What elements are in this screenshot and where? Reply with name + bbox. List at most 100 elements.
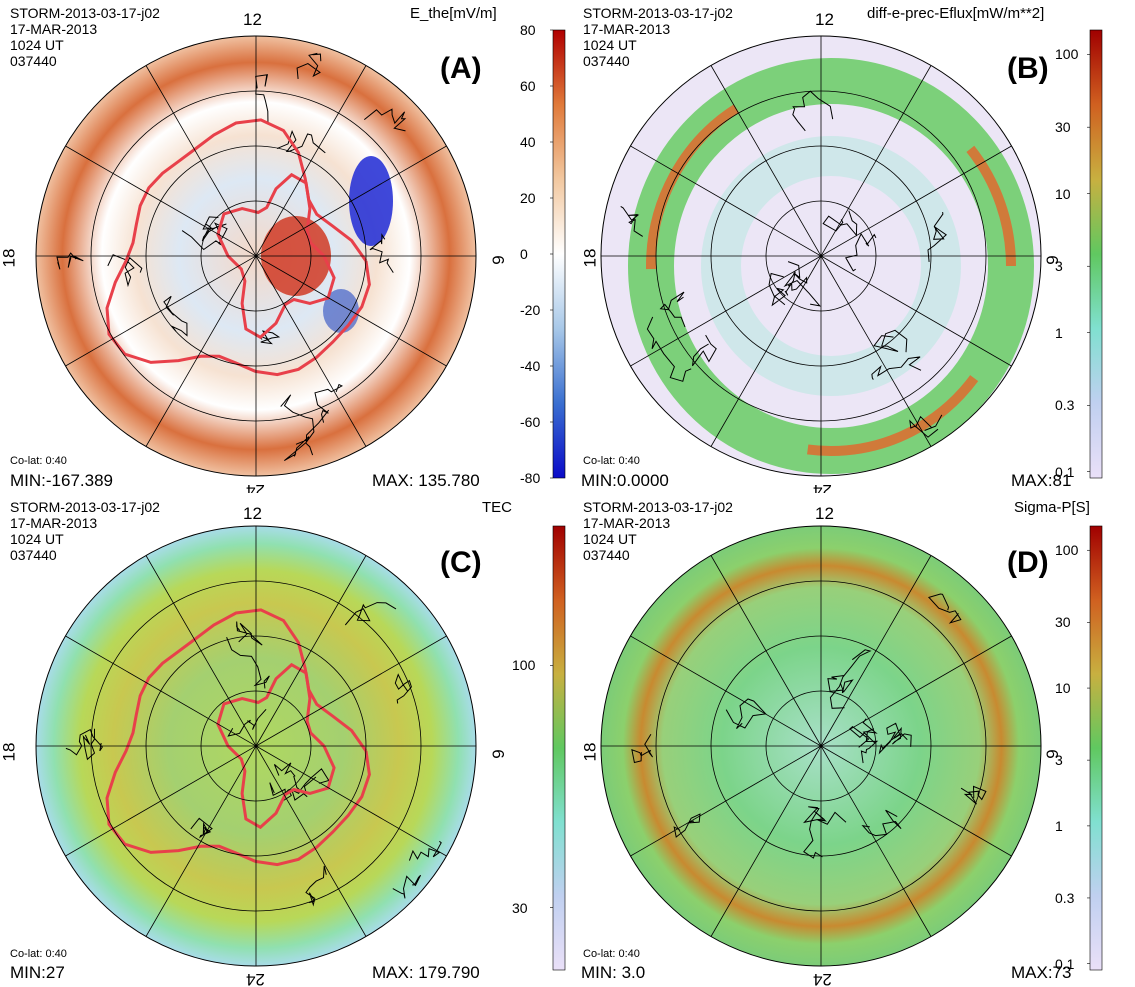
mlt-spoke — [630, 255, 822, 367]
mlt-spoke — [65, 145, 257, 257]
panel-d: STORM-2013-03-17-j02 17-MAR-2013 1024 UT… — [567, 494, 1134, 987]
mlt-spoke — [630, 635, 822, 747]
panel-label: (B) — [1007, 52, 1049, 85]
mlt-spoke — [255, 65, 367, 257]
step: 037440 — [10, 53, 57, 69]
max-value: MAX: 179.790 — [372, 963, 480, 982]
mlt-spoke — [630, 745, 822, 857]
max-value: MAX:81 — [1011, 471, 1072, 490]
polar-plot-d — [600, 525, 1103, 971]
convection-contour — [105, 118, 371, 377]
colorbar-tick-label: 1 — [1055, 817, 1063, 834]
coastline — [65, 602, 442, 907]
mlt-spoke — [820, 65, 932, 257]
panel-header: STORM-2013-03-17-j02 17-MAR-2013 1024 UT… — [10, 499, 160, 563]
auroral-peak — [646, 76, 1016, 456]
polar-plot-a — [35, 29, 566, 479]
colat-note: Co-lat: 0:40 — [10, 948, 67, 960]
colorbar-tick-label: 30 — [512, 899, 528, 916]
mlt-spoke — [710, 255, 822, 447]
mlt-spoke — [710, 745, 822, 937]
colorbar-tick-label: 1 — [1055, 324, 1063, 341]
colorbar-tick-label: 60 — [520, 78, 536, 94]
colorbar-tick-label: 10 — [1055, 680, 1071, 697]
colorbar-tick-label: 0.3 — [1055, 889, 1075, 906]
date: 17-MAR-2013 — [583, 515, 671, 531]
mlt-spoke — [630, 145, 822, 257]
colorbar-tick-label: 100 — [512, 657, 536, 674]
mlt-spoke — [255, 255, 447, 367]
time: 1024 UT — [583, 37, 637, 53]
step: 037440 — [583, 547, 630, 563]
time: 1024 UT — [10, 37, 64, 53]
mlt-spoke — [820, 555, 932, 747]
colorbar-tick-label: -80 — [520, 470, 541, 486]
mlt-spoke — [145, 555, 257, 747]
panel-label: (A) — [440, 52, 482, 85]
field-blob — [349, 156, 393, 246]
panel-header: STORM-2013-03-17-j02 17-MAR-2013 1024 UT… — [10, 5, 160, 69]
date: 17-MAR-2013 — [10, 21, 98, 37]
polar-plot-b — [600, 29, 1103, 479]
colorbar-tick-label: 100 — [1055, 542, 1079, 559]
colorbar-tick-label: 40 — [520, 134, 536, 150]
mlt-top-label: 12 — [815, 504, 834, 523]
mlt-bottom-label: 24 — [246, 481, 265, 493]
panel-label: (D) — [1007, 546, 1049, 579]
colorbar — [552, 29, 566, 479]
colorbar-tick-label: 3 — [1055, 258, 1063, 275]
mlt-spoke — [710, 555, 822, 747]
mlt-spoke — [65, 745, 257, 857]
mlt-spoke — [255, 555, 367, 747]
colorbar-tick-label: -40 — [520, 358, 541, 374]
max-value: MAX:73 — [1011, 963, 1072, 982]
colat-note: Co-lat: 0:40 — [583, 455, 640, 467]
mlt-spoke — [145, 255, 257, 447]
mlt-spoke — [255, 255, 367, 447]
coastline — [620, 90, 948, 438]
colorbar-tick-label: 80 — [520, 22, 536, 38]
min-value: MIN: 3.0 — [581, 963, 646, 982]
max-value: MAX: 135.780 — [372, 471, 480, 490]
mlt-spoke — [145, 65, 257, 257]
mlt-bottom-label: 24 — [246, 970, 265, 987]
mlt-top-label: 12 — [815, 10, 834, 29]
colorbar-tick-label: -20 — [520, 302, 541, 318]
date: 17-MAR-2013 — [583, 21, 671, 37]
mlt-left-label: 18 — [580, 742, 600, 762]
quantity-title: diff-e-prec-Eflux[mW/m**2] — [867, 5, 1045, 22]
mlt-spoke — [65, 635, 257, 747]
quantity-title: Sigma-P[S] — [1014, 499, 1090, 516]
colorbar — [1089, 29, 1103, 479]
mlt-bottom-label: 24 — [813, 481, 832, 493]
step: 037440 — [10, 547, 57, 563]
run-name: STORM-2013-03-17-j02 — [10, 5, 160, 21]
colorbar-tick-label: 0.3 — [1055, 397, 1075, 414]
polar-plot-c — [35, 525, 566, 971]
quantity-title: E_the[mV/m] — [410, 5, 497, 22]
panel-b: STORM-2013-03-17-j02 17-MAR-2013 1024 UT… — [567, 0, 1134, 493]
mlt-left-label: 18 — [0, 248, 19, 268]
run-name: STORM-2013-03-17-j02 — [583, 499, 733, 515]
mlt-right-label: 6 — [488, 749, 508, 759]
mlt-spoke — [820, 145, 1012, 257]
colorbar-tick-label: 10 — [1055, 185, 1071, 202]
step: 037440 — [583, 53, 630, 69]
mlt-spoke — [255, 745, 367, 937]
coastline — [631, 593, 987, 859]
mlt-top-label: 12 — [243, 10, 262, 29]
colorbar — [1089, 525, 1103, 971]
colorbar-tick-label: 0.1 — [1055, 463, 1075, 480]
mlt-spoke — [820, 745, 932, 937]
mlt-spoke — [65, 255, 257, 367]
colorbar-tick-label: 3 — [1055, 752, 1063, 769]
mlt-spoke — [145, 745, 257, 937]
panel-header: STORM-2013-03-17-j02 17-MAR-2013 1024 UT… — [583, 5, 733, 69]
colorbar-tick-label: 100 — [1055, 46, 1079, 63]
panel-a: STORM-2013-03-17-j02 17-MAR-2013 1024 UT… — [0, 0, 567, 493]
colorbar-tick-label: 20 — [520, 190, 536, 206]
colorbar — [552, 525, 566, 971]
convection-contour — [105, 608, 371, 867]
colat-note: Co-lat: 0:40 — [583, 948, 640, 960]
date: 17-MAR-2013 — [10, 515, 98, 531]
